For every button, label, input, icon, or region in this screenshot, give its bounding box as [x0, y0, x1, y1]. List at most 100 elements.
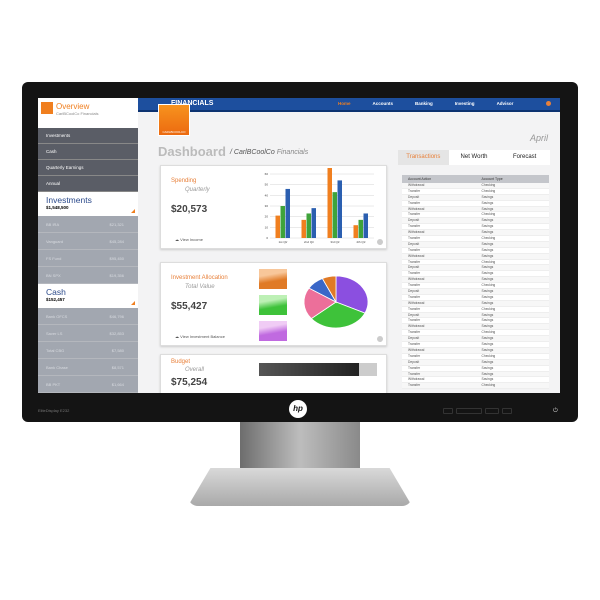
table-row[interactable]: Transfer Checking — [402, 236, 549, 242]
table-row[interactable]: Deposit Savings — [402, 218, 549, 225]
budget-progress-bar — [259, 363, 377, 376]
view-income-link[interactable]: ☁ View Income — [175, 237, 203, 242]
table-row[interactable]: Transfer Savings — [402, 247, 549, 254]
y-tick-label: 50 — [265, 183, 269, 187]
table-row[interactable]: Transfer Checking — [402, 306, 549, 313]
table-row[interactable]: Deposit Savings — [402, 241, 549, 248]
table-row[interactable]: Deposit Savings — [402, 265, 549, 272]
overview-header[interactable]: Overview CarlBCoolCo Financials — [38, 98, 138, 128]
table-row[interactable]: Deposit Savings — [402, 359, 549, 366]
table-row[interactable]: Transfer Checking — [402, 212, 549, 219]
expand-icon[interactable] — [131, 209, 135, 213]
sidebar-nav-item[interactable]: Annual — [38, 176, 138, 192]
tab[interactable]: Transactions — [398, 150, 449, 165]
table-row[interactable]: Transfer Savings — [402, 371, 549, 378]
table-row[interactable]: Withdrawal Savings — [402, 253, 549, 260]
bar — [327, 168, 332, 238]
account-name: BB IRA — [46, 222, 60, 227]
expand-icon[interactable] — [131, 301, 135, 305]
account-row[interactable]: BB PKT $1,664 — [38, 376, 138, 393]
cell: Checking — [481, 283, 496, 288]
cell: Savings — [481, 194, 494, 199]
table-row[interactable]: Withdrawal Savings — [402, 347, 549, 354]
table-row[interactable]: Transfer Savings — [402, 294, 549, 301]
cell: Transfer — [408, 259, 421, 264]
table-header: Account Action Account Type — [402, 175, 549, 183]
account-row[interactable]: BB IRA $21,321 — [38, 216, 138, 233]
sidebar-nav-item[interactable]: Cash — [38, 144, 138, 160]
budget-card: Budget Overall $75,254 — [160, 354, 387, 393]
cell: Savings — [481, 277, 494, 282]
menu-item[interactable]: Accounts — [372, 101, 394, 106]
table-row[interactable]: Transfer Checking — [402, 353, 549, 360]
table-row[interactable]: Withdrawal Savings — [402, 230, 549, 237]
table-row[interactable]: Transfer Savings — [402, 342, 549, 348]
cell: Transfer — [408, 371, 421, 376]
table-row[interactable]: Deposit Savings — [402, 336, 549, 343]
cell: Savings — [481, 300, 494, 305]
cell: Withdrawal — [408, 206, 425, 211]
table-row[interactable]: Transfer Savings — [402, 365, 549, 372]
account-value: $8,571 — [111, 365, 124, 370]
table-row[interactable]: Withdrawal Savings — [402, 277, 549, 284]
close-icon[interactable] — [546, 101, 551, 106]
cell: Transfer — [408, 212, 421, 217]
table-row[interactable]: Transfer Checking — [402, 283, 549, 290]
monitor-stand-base — [188, 468, 412, 506]
table-row[interactable]: Transfer Checking — [402, 188, 549, 195]
table-row[interactable]: Transfer Savings — [402, 271, 549, 278]
bar — [353, 225, 358, 238]
account-name: Total CBG — [46, 348, 65, 353]
card-value: $55,427 — [171, 301, 208, 312]
cell: Transfer — [408, 247, 421, 252]
cell: Withdrawal — [408, 277, 425, 282]
account-value: $1,664 — [111, 382, 124, 387]
table-row[interactable]: Transfer Checking — [402, 330, 549, 337]
menu-item[interactable]: Home — [338, 101, 351, 106]
cell: Checking — [481, 259, 496, 264]
investments-section[interactable]: Investments $1,548,500 — [38, 192, 138, 216]
table-row[interactable]: Transfer Savings — [402, 224, 549, 231]
cell: Savings — [481, 294, 494, 299]
table-row[interactable]: Deposit Savings — [402, 194, 549, 201]
menu-item[interactable]: Banking — [415, 101, 433, 106]
page-title: Dashboard — [158, 144, 226, 159]
sidebar-nav-item[interactable]: Investments — [38, 128, 138, 144]
cash-section[interactable]: Cash $152,457 — [38, 284, 138, 308]
x-tick-label: 3rd Qtr — [330, 240, 339, 244]
menu-item[interactable]: Advisor — [496, 101, 514, 106]
table-row[interactable]: Withdrawal Checking — [402, 183, 549, 189]
settings-icon[interactable] — [377, 239, 383, 245]
tab[interactable]: Net Worth — [448, 150, 500, 165]
sidebar-nav-item[interactable]: Quarterly Earnings — [38, 160, 138, 176]
account-row[interactable]: Total CBG $7,580 — [38, 342, 138, 359]
table-row[interactable]: Transfer Savings — [402, 318, 549, 325]
settings-icon[interactable] — [377, 336, 383, 342]
power-icon[interactable]: ⏻ — [553, 408, 558, 414]
account-row[interactable]: Vanguard $45,284 — [38, 233, 138, 250]
table-row[interactable]: Withdrawal Savings — [402, 300, 549, 307]
table-row[interactable]: Transfer Savings — [402, 200, 549, 207]
account-row[interactable]: Saver LS $32,853 — [38, 325, 138, 342]
monitor-buttons[interactable] — [443, 408, 512, 414]
account-row[interactable]: FS Fund $95,450 — [38, 250, 138, 267]
table-row[interactable]: Deposit Savings — [402, 289, 549, 295]
bar — [306, 213, 311, 238]
view-investment-balance-link[interactable]: ☁ View Investment Balance — [175, 334, 225, 339]
table-row[interactable]: Deposit Savings — [402, 312, 549, 319]
breadcrumb-company: CarlBCoolCo — [233, 149, 275, 156]
cell: Savings — [481, 371, 494, 376]
table-row[interactable]: Withdrawal Savings — [402, 206, 549, 213]
table-row[interactable]: Transfer Checking — [402, 383, 549, 390]
table-row[interactable]: Withdrawal Savings — [402, 324, 549, 331]
menu-item[interactable]: Investing — [454, 101, 475, 106]
right-tabs: Transactions Net Worth Forecast — [398, 150, 551, 165]
table-row[interactable]: Transfer Checking — [402, 259, 549, 266]
y-tick-label: 60 — [265, 172, 269, 176]
account-row[interactable]: Bank Chase $8,571 — [38, 359, 138, 376]
cell: Savings — [481, 347, 494, 352]
table-row[interactable]: Withdrawal Savings — [402, 377, 549, 384]
account-row[interactable]: BN SPX $19,356 — [38, 267, 138, 284]
tab[interactable]: Forecast — [499, 150, 551, 165]
account-row[interactable]: Bank OFCS $46,796 — [38, 308, 138, 325]
